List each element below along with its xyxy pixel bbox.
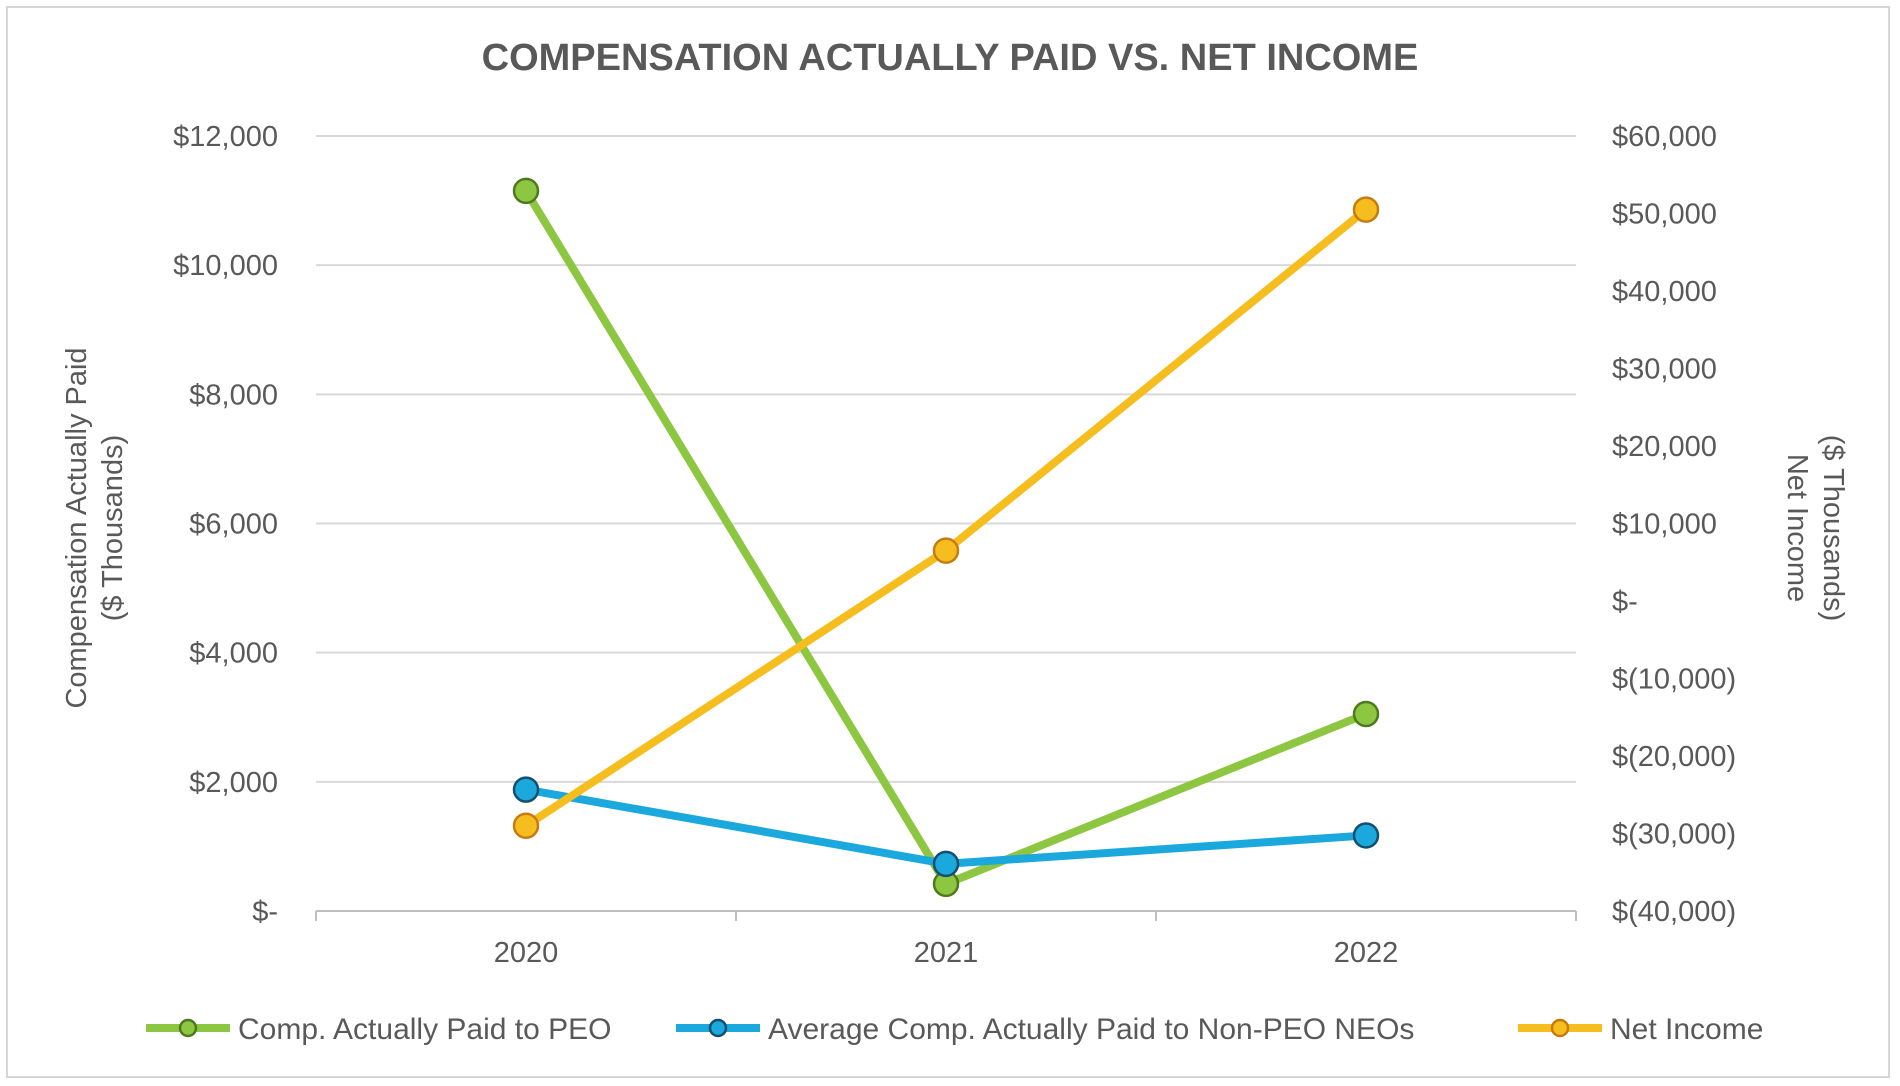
series-layer: [512, 177, 1380, 898]
left-tick-label: $2,000: [189, 767, 278, 799]
x-axis: [315, 910, 1577, 921]
left-axis-title-line1: Compensation Actually Paid: [61, 347, 93, 708]
category-label: 2020: [494, 937, 559, 969]
right-tick-label: $(40,000): [1612, 896, 1736, 928]
category-label: 2022: [1334, 937, 1399, 969]
right-tick-label: $10,000: [1612, 509, 1717, 541]
left-tick-label: $12,000: [173, 121, 278, 153]
left-tick-label: $8,000: [189, 379, 278, 411]
right-tick-label: $50,000: [1612, 199, 1717, 231]
data-point: [932, 537, 960, 564]
right-tick-label: $20,000: [1612, 431, 1717, 463]
chart-frame: COMPENSATION ACTUALLY PAID VS. NET INCOM…: [6, 6, 1890, 1078]
data-point: [512, 812, 540, 839]
left-tick-label: $4,000: [189, 638, 278, 670]
data-point: [1352, 700, 1380, 728]
category-axis-ticks: 2020 2021 2022: [494, 937, 1399, 969]
data-point: [1352, 822, 1380, 849]
left-axis-title-line2: ($ Thousands): [97, 435, 129, 621]
legend-label: Comp. Actually Paid to PEO: [238, 1013, 612, 1046]
left-tick-label: $6,000: [189, 509, 278, 541]
legend-label: Average Comp. Actually Paid to Non-PEO N…: [768, 1013, 1414, 1046]
legend-label: Net Income: [1610, 1013, 1763, 1046]
right-axis-title-line2: ($ Thousands): [1817, 435, 1849, 621]
left-tick-label: $10,000: [173, 250, 278, 282]
right-axis-title-line1: Net Income: [1781, 454, 1813, 602]
legend-swatch-marker: [178, 1018, 198, 1038]
legend-swatch-marker: [708, 1018, 728, 1038]
data-point: [932, 850, 960, 878]
right-tick-label: $(30,000): [1612, 819, 1736, 851]
grid-lines: [316, 135, 1576, 783]
right-tick-label: $(10,000): [1612, 664, 1736, 696]
left-tick-label: $-: [252, 896, 278, 928]
chart-title: COMPENSATION ACTUALLY PAID VS. NET INCOM…: [482, 37, 1419, 79]
right-axis-ticks: $(40,000) $(30,000) $(20,000) $(10,000) $- $1…: [1612, 121, 1736, 928]
data-point: [1352, 196, 1380, 223]
legend-swatch-marker: [1550, 1018, 1570, 1038]
chart-svg: COMPENSATION ACTUALLY PAID VS. NET INCOM…: [61, 37, 1849, 1046]
right-tick-label: $-: [1612, 586, 1638, 618]
legend: Comp. Actually Paid to PEO Average Comp. …: [146, 1013, 1763, 1046]
data-point: [512, 776, 540, 803]
right-tick-label: $(20,000): [1612, 741, 1736, 773]
series-line-2: [522, 205, 1370, 830]
left-axis-ticks: $- $2,000 $4,000 $6,000 $8,000 $10,000 $12,000: [173, 121, 278, 928]
data-point: [512, 177, 540, 205]
right-tick-label: $40,000: [1612, 276, 1717, 308]
right-tick-label: $30,000: [1612, 354, 1717, 386]
right-tick-label: $60,000: [1612, 121, 1717, 153]
category-label: 2021: [914, 937, 979, 969]
